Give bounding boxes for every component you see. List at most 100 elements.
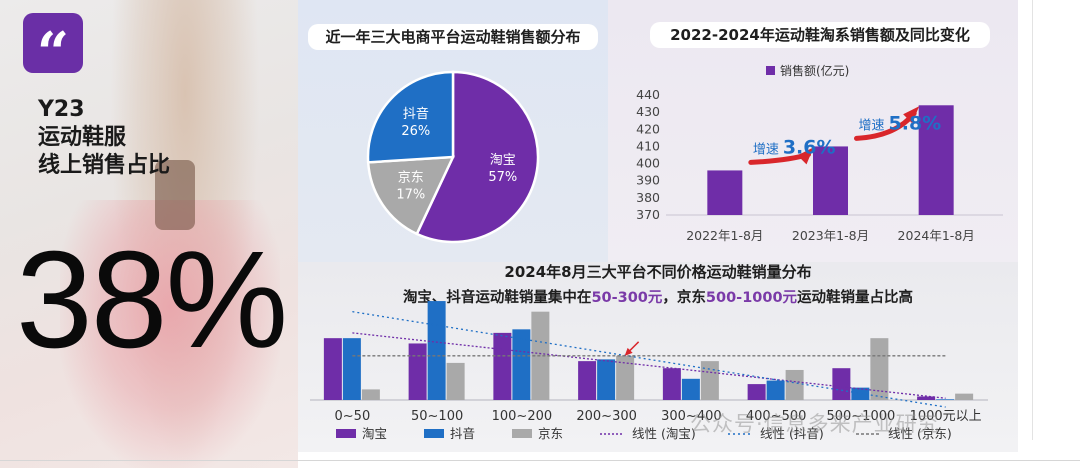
pie-slice [415,70,540,244]
hero-label-line: Y23 [38,97,85,122]
bar [531,311,550,400]
x-tick-label: 100~200 [492,409,553,424]
bar [512,329,531,400]
bar [578,361,597,400]
bar [616,355,635,400]
y-tick-label: 390 [636,173,660,188]
x-tick-label: 200~300 [576,409,637,424]
x-tick-label: 2022年1-8月 [686,228,763,243]
pie-slice [366,70,455,164]
growth-prefix: 增速 [859,118,885,133]
bar [851,387,870,400]
bar [342,338,361,400]
bar [493,332,512,400]
bar [700,361,719,400]
y-tick-label: 440 [636,87,660,102]
y-tick-label: 370 [636,207,660,222]
distribution-subtitle: 淘宝、抖音运动鞋销量集中在50-300元，京东500-1000元运动鞋销量占比高 [298,288,1018,308]
bar [955,393,974,400]
pie-slice-value: 17% [396,188,425,203]
trendline [352,332,946,399]
subtitle-highlight: 50-300元 [591,290,663,306]
bar [832,368,851,400]
model-photo-bag [155,160,195,230]
online-share-value: 38% [16,223,288,377]
pie-chart-title: 近一年三大电商平台运动鞋销售额分布 [308,24,598,50]
pie-slice-name: 抖音 [403,106,429,122]
legend-swatch [766,66,775,75]
pie-slice-value: 57% [488,170,517,185]
hero-panel: “ Y23 运动鞋服 线上销售占比 38% [0,0,298,468]
legend-swatch [512,429,532,438]
subtitle-part: ，京东 [662,290,706,306]
pie-slice-name: 淘宝 [490,153,516,168]
pie-slice [366,155,456,236]
x-tick-label: 300~400 [661,409,722,424]
legend-label: 线性 (抖音) [760,426,824,441]
bar [707,170,743,215]
hero-label-line: 线上销售占比 [38,153,171,178]
bar [936,399,955,400]
y-tick-label: 410 [636,138,660,153]
pie-chart: 淘宝 57% 京东 17% 抖音 26% [366,70,540,244]
bar-chart-title: 2022-2024年运动鞋淘系销售额及同比变化 [650,22,990,48]
growth-arrow-head [903,106,920,124]
x-tick-label: 500~1000 [826,409,895,424]
subtitle-part: 运动鞋销量占比高 [797,290,914,306]
growth-value: 5.8% [889,112,942,134]
bar [870,338,889,400]
bar [681,378,700,400]
bar [918,105,954,215]
bar [597,359,616,400]
subtitle-highlight: 500-1000元 [705,290,798,306]
legend-label: 京东 [538,426,563,441]
bar [662,368,681,400]
y-tick-label: 430 [636,104,660,119]
bar [323,338,342,400]
watermark: 公众号·信息多来产业研究 [690,412,940,436]
divider [0,460,1080,461]
taobao-sales-panel: 2022-2024年运动鞋淘系销售额及同比变化 销售额(亿元) 370 380 390… [608,0,1018,262]
growth-prefix: 增速 [753,142,779,157]
platform-share-panel: 近一年三大电商平台运动鞋销售额分布 淘宝 57% 京东 17% 抖音 26% [298,0,608,262]
y-tick-label: 420 [636,121,660,136]
bar [813,146,848,215]
legend-swatch [424,429,444,438]
y-tick-label: 400 [636,156,660,171]
pie-slice-name: 京东 [398,171,424,186]
legend-label: 抖音 [450,426,475,441]
bar [917,396,936,400]
x-tick-label: 0~50 [335,409,371,424]
quote-icon: “ [23,13,83,86]
pie-slice-value: 26% [401,124,430,139]
price-distribution-panel: 2024年8月三大平台不同价格运动鞋销量分布 淘宝、抖音运动鞋销量集中在50-3… [298,262,1018,452]
pointer-arrow-head [624,347,633,356]
bar [766,380,785,400]
x-tick-label: 2023年1-8月 [792,228,869,243]
legend-label: 线性 (淘宝) [632,426,696,441]
x-tick-label: 400~500 [746,409,807,424]
x-tick-label: 50~100 [411,409,463,424]
x-tick-label: 1000元以上 [910,409,982,424]
bar [427,301,446,400]
taobao-bar-chart: 销售额(亿元) 370 380 390 400 410 420 430 440 2022年1-8月… [636,63,1003,243]
legend-label: 淘宝 [362,426,387,441]
growth-arrow-head [797,147,814,165]
legend-label: 线性 (京东) [888,426,952,441]
bar [747,384,766,400]
model-photo-skirt [60,200,280,468]
legend-label: 销售额(亿元) [780,63,849,78]
growth-value: 3.6% [783,136,836,158]
x-tick-label: 2024年1-8月 [898,228,975,243]
hero-label-line: 运动鞋服 [38,125,127,150]
legend-swatch [336,429,356,438]
trendline [352,311,946,408]
bar [446,362,465,400]
bar [361,389,380,400]
y-tick-label: 380 [636,190,660,205]
bar [785,369,804,400]
distribution-bar-chart: 0~50 50~100 100~200 200~300 300~400 400~500 50… [310,301,988,441]
divider [1032,0,1033,440]
distribution-chart-title: 2024年8月三大平台不同价格运动鞋销量分布 [504,263,812,281]
hero-label: Y23 运动鞋服 线上销售占比 [38,96,170,180]
